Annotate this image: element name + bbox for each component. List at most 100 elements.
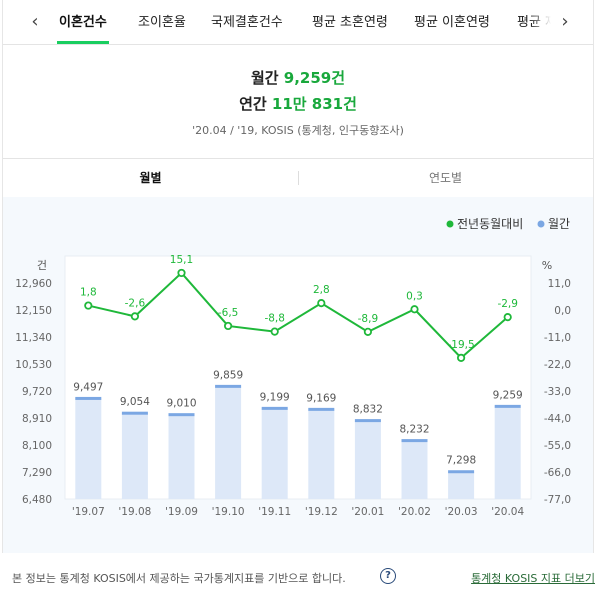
line-point bbox=[363, 327, 372, 336]
period-tabs: 월별 연도별 bbox=[3, 158, 593, 198]
x-tick-label: '20.01 bbox=[351, 506, 384, 518]
left-tick-label: 6,480 bbox=[22, 494, 52, 506]
bar bbox=[401, 440, 428, 499]
bar-cap bbox=[121, 411, 148, 415]
line-point bbox=[177, 268, 186, 278]
yearly-value: 11만 831건 bbox=[271, 95, 357, 113]
bar bbox=[121, 413, 148, 499]
stats-widget: ‹ 이혼건수 조이혼율 국제결혼건수 평균 초혼연령 평균 이혼연령 평균 재 … bbox=[2, 0, 594, 553]
monthly-label: 월간 bbox=[250, 69, 279, 87]
category-tabs: ‹ 이혼건수 조이혼율 국제결혼건수 평균 초혼연령 평균 이혼연령 평균 재 … bbox=[3, 0, 593, 45]
bar-value-label: 7,298 bbox=[446, 455, 476, 467]
line-point bbox=[270, 327, 279, 336]
bar-cap bbox=[215, 384, 242, 388]
bar-value-label: 8,832 bbox=[353, 404, 383, 416]
right-tick-label: 11,0 bbox=[548, 278, 571, 290]
bar-value-label: 9,497 bbox=[73, 381, 103, 393]
legend-label-yoy: 전년동월대비 bbox=[457, 217, 523, 231]
source-text: '20.04 / '19, KOSIS (통계청, 인구동향조사) bbox=[192, 124, 404, 137]
bar bbox=[448, 471, 475, 499]
tab-divorce-age[interactable]: 평균 이혼연령 bbox=[414, 15, 490, 30]
right-tick-label: -44,0 bbox=[544, 413, 571, 425]
chart-area: 건% 6,480 7,290 8,100 8,910 9,720 10,530 11,340 1… bbox=[3, 197, 593, 553]
line-point bbox=[224, 321, 233, 331]
line-value-label: -8,8 bbox=[264, 313, 285, 325]
line-value-label: -19,5 bbox=[448, 339, 475, 351]
yoy-line bbox=[88, 271, 509, 360]
bar-value-label: 9,259 bbox=[493, 389, 523, 401]
chevron-left-icon[interactable]: ‹ bbox=[31, 11, 39, 32]
right-tick-label: -33,0 bbox=[544, 386, 571, 398]
right-tick-label: -22,0 bbox=[544, 359, 571, 371]
left-tick-label: 11,340 bbox=[15, 332, 52, 344]
line-point bbox=[130, 312, 139, 321]
line-value-label: -2,9 bbox=[497, 298, 518, 310]
footer: 본 정보는 통계청 KOSIS에서 제공하는 국가통계지표를 기반으로 합니다.… bbox=[0, 562, 599, 592]
bar-cap bbox=[401, 439, 428, 443]
x-tick-label: '19.12 bbox=[305, 506, 338, 518]
tab-yearly[interactable]: 연도별 bbox=[428, 171, 463, 185]
bar bbox=[354, 420, 381, 499]
x-tick-label: '20.03 bbox=[445, 506, 478, 518]
bar-value-label: 9,010 bbox=[166, 398, 196, 410]
question-circle-icon[interactable]: ? bbox=[380, 568, 396, 584]
bar bbox=[75, 398, 102, 499]
tab-crude-divorce-rate[interactable]: 조이혼율 bbox=[138, 15, 186, 30]
line-value-label: 1,8 bbox=[80, 287, 97, 299]
bar-value-label: 9,859 bbox=[213, 369, 243, 381]
chevron-right-icon[interactable]: › bbox=[551, 0, 579, 44]
right-tick-label: -11,0 bbox=[544, 332, 571, 344]
x-tick-label: '19.08 bbox=[118, 506, 151, 518]
line-value-label: 15,1 bbox=[170, 254, 193, 266]
left-tick-label: 8,910 bbox=[22, 413, 52, 425]
kosis-more-link[interactable]: 통계청 KOSIS 지표 더보기 bbox=[471, 572, 595, 585]
line-value-label: -6,5 bbox=[218, 307, 239, 319]
bar-value-label: 9,054 bbox=[120, 396, 150, 408]
yearly-summary: 연간 11만 831건 bbox=[3, 92, 593, 116]
x-tick-label: '20.02 bbox=[398, 506, 431, 518]
line-value-label: 2,8 bbox=[313, 284, 330, 296]
bar bbox=[168, 414, 195, 499]
source-note: 본 정보는 통계청 KOSIS에서 제공하는 국가통계지표를 기반으로 합니다. bbox=[12, 572, 346, 585]
bar bbox=[215, 386, 242, 499]
x-tick-label: '19.07 bbox=[72, 506, 105, 518]
line-point bbox=[410, 305, 419, 314]
bar bbox=[494, 406, 521, 499]
bar-value-label: 9,169 bbox=[306, 392, 336, 404]
bar-cap bbox=[448, 470, 475, 474]
x-tick-label: '19.09 bbox=[165, 506, 198, 518]
bar-cap bbox=[494, 404, 521, 408]
left-tick-label: 10,530 bbox=[15, 359, 52, 371]
x-tick-label: '19.10 bbox=[212, 506, 245, 518]
tab-international-marriage[interactable]: 국제결혼건수 bbox=[211, 15, 283, 30]
yearly-label: 연간 bbox=[239, 95, 267, 113]
left-tick-label: 12,150 bbox=[15, 305, 52, 317]
left-tick-label: 8,100 bbox=[22, 440, 52, 452]
line-point bbox=[317, 299, 326, 308]
bar-cap bbox=[75, 396, 102, 400]
bar-value-label: 9,199 bbox=[260, 391, 290, 403]
x-tick-label: '19.11 bbox=[258, 506, 291, 518]
left-tick-label: 12,960 bbox=[15, 278, 52, 290]
bar-cap bbox=[261, 406, 288, 410]
line-point bbox=[503, 313, 512, 322]
monthly-summary: 월간 9,259건 bbox=[3, 66, 593, 90]
bar bbox=[308, 409, 335, 499]
right-tick-label: -55,0 bbox=[544, 440, 571, 452]
tab-first-marriage-age[interactable]: 평균 초혼연령 bbox=[312, 15, 388, 30]
left-tick-label: 7,290 bbox=[22, 467, 52, 479]
line-value-label: -8,9 bbox=[358, 313, 379, 325]
tab-monthly[interactable]: 월별 bbox=[139, 171, 162, 185]
line-point bbox=[456, 353, 466, 362]
combo-chart: 건 % 6,480 7,290 8,100 8,910 9,720 10,530 11,340 1… bbox=[15, 217, 571, 518]
line-value-label: 0,3 bbox=[406, 290, 423, 302]
right-tick-label: -66,0 bbox=[544, 467, 571, 479]
legend-marker-yoy bbox=[446, 220, 454, 228]
line-value-label: -2,6 bbox=[125, 297, 146, 309]
right-tick-label: -77,0 bbox=[544, 494, 571, 506]
bar-cap bbox=[354, 419, 381, 423]
right-tick-label: 0,0 bbox=[554, 305, 571, 317]
legend-marker-monthly bbox=[537, 220, 545, 228]
bar bbox=[261, 408, 288, 499]
tab-divorce-count[interactable]: 이혼건수 bbox=[57, 0, 109, 44]
